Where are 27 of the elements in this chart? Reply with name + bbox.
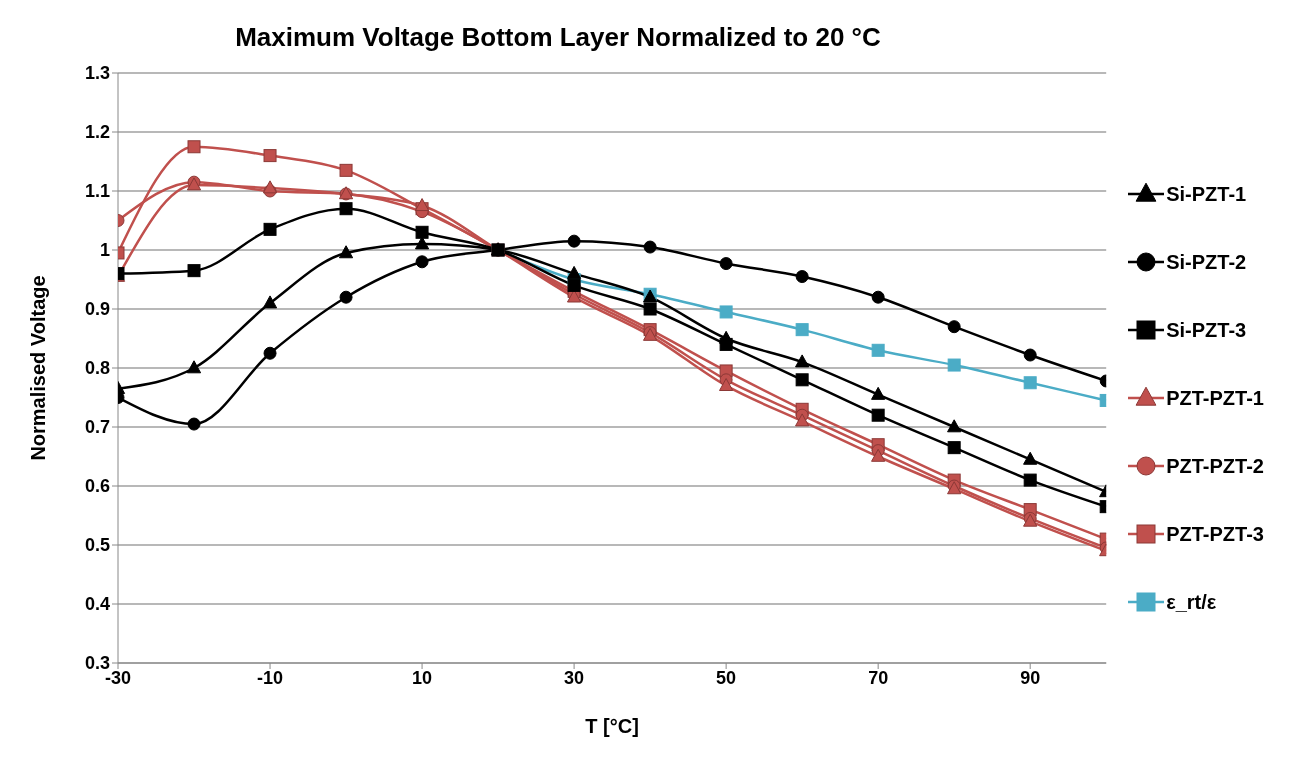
legend-label: PZT-PZT-2 bbox=[1166, 454, 1264, 478]
x-tick-label: 50 bbox=[716, 667, 737, 688]
x-tick-label: -10 bbox=[257, 667, 284, 688]
y-tick-label: 1.3 bbox=[84, 63, 110, 84]
legend-label: Si-PZT-1 bbox=[1166, 182, 1247, 206]
y-tick-label: 1 bbox=[99, 240, 110, 261]
x-tick-label: 10 bbox=[412, 667, 433, 688]
x-tick-label: 70 bbox=[868, 667, 889, 688]
x-tick-label: 90 bbox=[1020, 667, 1041, 688]
y-tick-label: 0.4 bbox=[84, 594, 110, 615]
x-axis-title: T [°C] bbox=[585, 715, 639, 737]
y-tick-label: 0.3 bbox=[84, 653, 110, 674]
y-tick-label: 0.7 bbox=[84, 417, 110, 438]
y-tick-label: 0.9 bbox=[84, 299, 110, 320]
y-tick-label: 0.5 bbox=[84, 535, 110, 556]
y-tick-label: 1.2 bbox=[84, 122, 110, 143]
legend-label: Si-PZT-3 bbox=[1166, 318, 1247, 342]
chart-title: Maximum Voltage Bottom Layer Normalized to 20 °C bbox=[234, 21, 882, 53]
y-tick-label: 1.1 bbox=[84, 181, 110, 202]
legend-label: PZT-PZT-1 bbox=[1166, 386, 1264, 410]
legend-label: PZT-PZT-3 bbox=[1166, 522, 1264, 546]
y-tick-label: 0.8 bbox=[84, 358, 110, 379]
y-axis-title: Normalised Voltage bbox=[27, 275, 50, 461]
legend-label: ε_rt/ε bbox=[1166, 590, 1217, 614]
y-tick-label: 0.6 bbox=[84, 476, 110, 497]
legend-label: Si-PZT-2 bbox=[1166, 250, 1247, 274]
x-tick-label: 30 bbox=[564, 667, 585, 688]
